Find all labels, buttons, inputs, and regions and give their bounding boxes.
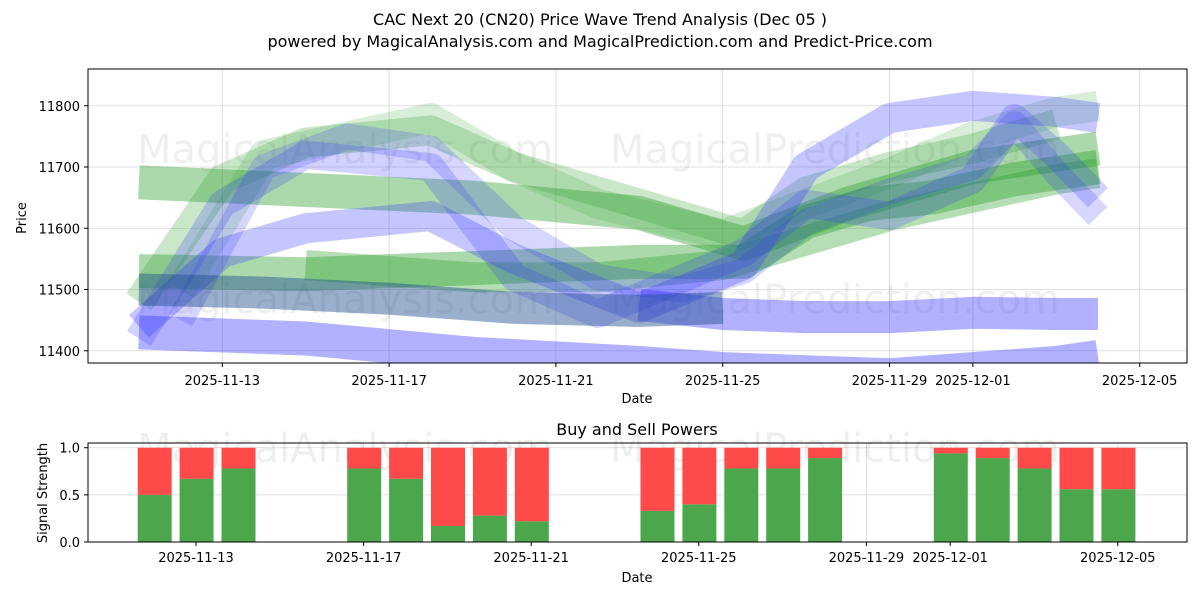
price-wave-bands <box>126 90 1109 363</box>
sell-bar <box>514 447 549 522</box>
buy-bar <box>347 468 382 542</box>
signal-x-tick-label: 2025-11-29 <box>829 551 905 566</box>
signal-x-tick-label: 2025-11-25 <box>661 551 737 566</box>
wave-band-blue-band-flat <box>637 288 1098 334</box>
sell-bar <box>137 447 172 495</box>
signal-bars <box>137 447 1136 542</box>
price-x-tick-label: 2025-11-17 <box>351 374 427 389</box>
buy-bar <box>137 494 172 542</box>
price-x-tick-label: 2025-11-13 <box>185 374 261 389</box>
buy-bar <box>514 521 549 542</box>
wave-band-blue-band-3 <box>126 104 1109 346</box>
chart-subtitle: powered by MagicalAnalysis.com and Magic… <box>267 32 932 51</box>
signal-y-ticks: 0.0 0.5 1.0 <box>59 442 88 551</box>
price-watermarks: MagicalAnalysis.com MagicalPrediction.co… <box>137 127 1060 323</box>
buy-bar <box>766 468 801 542</box>
sell-bar <box>640 447 675 511</box>
signal-panel-title: Buy and Sell Powers <box>556 420 718 439</box>
sell-bar <box>472 447 507 516</box>
signal-x-tick-label: 2025-11-17 <box>326 551 402 566</box>
signal-panel-frame <box>87 442 1188 543</box>
watermark-bottom-left: MagicalAnalysis.com <box>137 277 553 323</box>
sell-bar <box>975 447 1010 459</box>
wave-band-blue-band-4 <box>169 111 1108 327</box>
buy-bar <box>389 478 424 542</box>
buy-bar <box>808 458 843 542</box>
buy-bar <box>1101 489 1136 542</box>
buy-bar <box>640 510 675 542</box>
watermark-bottom-right: MagicalPrediction.com <box>610 277 1060 323</box>
wave-band-green-band-3 <box>126 109 1061 311</box>
sell-bar <box>933 447 968 454</box>
price-y-tick-label: 11800 <box>39 100 80 115</box>
buy-bar <box>1059 489 1094 542</box>
price-x-ticks: 2025-11-13 2025-11-17 2025-11-21 2025-11-25… <box>185 363 1178 389</box>
signal-y-tick-label: 0.5 <box>59 489 80 504</box>
price-y-tick-label: 11500 <box>39 284 80 299</box>
price-x-tick-label: 2025-11-25 <box>685 374 761 389</box>
price-y-tick-label: 11600 <box>39 222 80 237</box>
price-gridlines <box>88 69 1187 363</box>
price-panel-background <box>88 69 1187 363</box>
signal-x-tick-label: 2025-11-21 <box>493 551 569 566</box>
sell-bar <box>389 447 424 479</box>
signal-panel: Buy and Sell Powers MagicalAnalysis.com … <box>36 420 1188 586</box>
chart-title: CAC Next 20 (CN20) Price Wave Trend Anal… <box>373 10 827 29</box>
buy-bar <box>682 504 717 542</box>
price-panel-frame <box>87 68 1188 364</box>
buy-bar <box>179 478 214 542</box>
price-x-tick-label: 2025-11-21 <box>518 374 594 389</box>
buy-bar <box>975 458 1010 542</box>
signal-x-tick-label: 2025-12-05 <box>1080 551 1156 566</box>
signal-x-axis-label: Date <box>621 571 652 586</box>
sell-bar <box>347 447 382 469</box>
price-x-tick-label: 2025-12-01 <box>935 374 1011 389</box>
wave-band-green-band-5 <box>304 158 1101 293</box>
signal-y-tick-label: 1.0 <box>59 442 80 457</box>
wave-band-blue-band-2 <box>128 90 1101 338</box>
buy-bar <box>221 468 256 542</box>
buy-bar <box>472 515 507 542</box>
sell-bar <box>179 447 214 479</box>
wave-band-darkblue-band <box>138 273 724 327</box>
signal-y-tick-label: 0.0 <box>59 536 80 551</box>
buy-bar <box>431 525 465 542</box>
wave-band-green-band-1 <box>138 131 1101 261</box>
price-y-ticks: 11400 11500 11600 11700 11800 <box>39 100 88 360</box>
price-x-tick-label: 2025-11-29 <box>852 374 928 389</box>
price-y-tick-label: 11400 <box>39 345 80 360</box>
sell-bar <box>682 447 717 505</box>
sell-bar <box>724 447 759 469</box>
price-y-tick-label: 11700 <box>39 161 80 176</box>
sell-bar <box>431 447 465 526</box>
price-x-tick-label: 2025-12-05 <box>1102 374 1178 389</box>
price-y-axis-label: Price <box>15 202 30 234</box>
sell-bar <box>808 447 843 459</box>
signal-x-ticks: 2025-11-13 2025-11-17 2025-11-21 2025-11-25… <box>158 542 1156 566</box>
watermark-top-left: MagicalAnalysis.com <box>137 127 553 173</box>
price-panel: MagicalAnalysis.com MagicalPrediction.co… <box>15 68 1188 407</box>
signal-x-tick-label: 2025-12-01 <box>912 551 988 566</box>
price-x-axis-label: Date <box>621 392 652 407</box>
buy-bar <box>724 468 759 542</box>
wave-band-blue-band-1 <box>138 315 1099 363</box>
buy-bar <box>1017 468 1052 542</box>
sell-bar <box>766 447 801 469</box>
sell-bar <box>1101 447 1136 490</box>
wave-band-green-band-2 <box>138 150 1101 292</box>
buy-bar <box>933 453 968 542</box>
wave-band-green-band-4 <box>167 90 1101 298</box>
sell-bar <box>221 447 256 469</box>
signal-x-tick-label: 2025-11-13 <box>158 551 234 566</box>
watermark-top-right: MagicalPrediction.com <box>610 127 1060 173</box>
signal-y-axis-label: Signal Strength <box>36 443 51 543</box>
sell-bar <box>1059 447 1094 490</box>
sell-bar <box>1017 447 1052 469</box>
